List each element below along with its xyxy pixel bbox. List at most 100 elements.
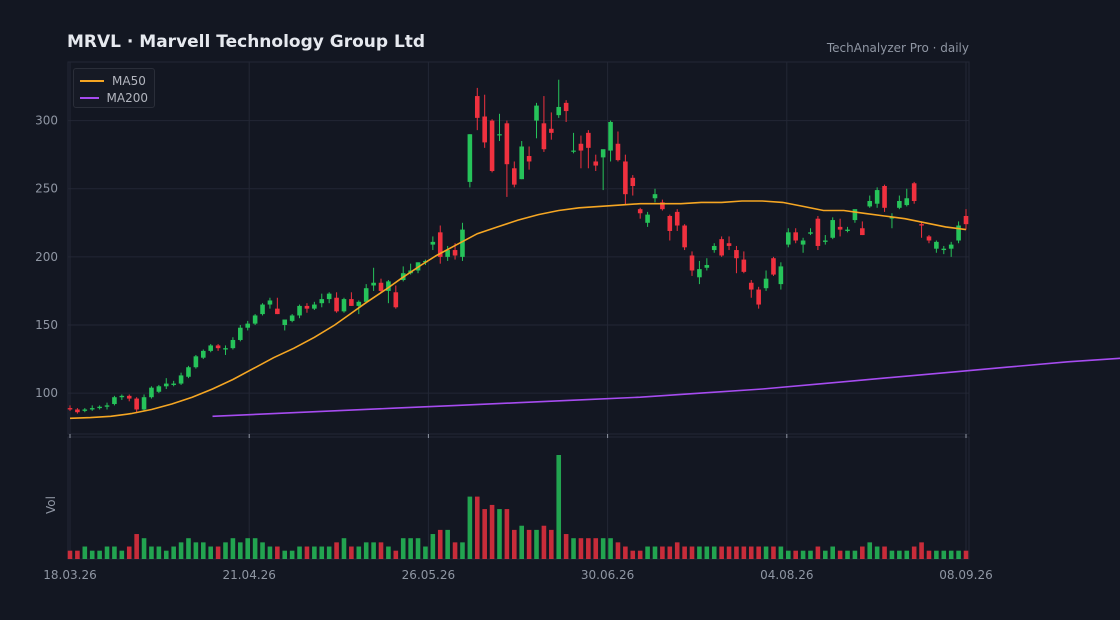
- ma50-swatch: [80, 79, 104, 82]
- candle-body: [941, 248, 947, 251]
- volume-bar: [608, 538, 613, 559]
- volume-bar: [630, 550, 636, 559]
- candle-body: [756, 289, 761, 305]
- volume-bar: [126, 546, 132, 559]
- candle-body: [363, 288, 369, 302]
- volume-bar: [904, 550, 910, 559]
- volume-bar: [556, 455, 562, 559]
- volume-bar: [689, 546, 695, 559]
- candle-body: [386, 281, 391, 291]
- candle-body: [97, 406, 102, 409]
- candle-body: [149, 387, 154, 398]
- volume-bar: [334, 542, 339, 559]
- volume-bar: [200, 542, 206, 559]
- volume-bar: [741, 546, 747, 559]
- grid-lines: [68, 62, 969, 559]
- volume-bar: [275, 546, 280, 559]
- candle-body: [437, 232, 443, 257]
- volume-bar: [845, 550, 850, 559]
- volume-bar: [719, 546, 724, 559]
- chart-legend: MA50 MA200: [73, 68, 155, 108]
- volume-bar: [882, 546, 887, 559]
- candle-body: [963, 215, 969, 225]
- legend-item-ma50: MA50: [80, 72, 148, 89]
- volume-bar: [711, 546, 717, 559]
- volume-bar: [430, 534, 436, 559]
- candle-body: [230, 339, 236, 349]
- y-tick-label: 100: [35, 386, 58, 400]
- candle-body: [926, 236, 932, 241]
- candle-body: [349, 299, 354, 306]
- volume-bar: [897, 550, 902, 559]
- legend-label-ma50: MA50: [112, 73, 146, 88]
- volume-bar: [889, 550, 895, 559]
- volume-bars: [67, 455, 969, 559]
- candle-body: [563, 102, 569, 112]
- candle-body: [312, 304, 317, 309]
- candle-body: [104, 405, 110, 407]
- candle-body: [689, 255, 695, 271]
- volume-bar: [474, 496, 480, 559]
- candle-body: [541, 123, 547, 150]
- candle-body: [474, 96, 480, 118]
- volume-bar: [541, 525, 547, 559]
- candle-body: [393, 292, 399, 308]
- candle-body: [919, 224, 924, 226]
- candle-body: [178, 375, 184, 384]
- candle-body: [334, 297, 339, 312]
- volume-bar: [245, 538, 251, 559]
- candle-body: [163, 383, 169, 387]
- volume-bar: [319, 546, 325, 559]
- volume-bar: [223, 542, 228, 559]
- candle-body: [215, 345, 221, 349]
- candle-body: [934, 241, 939, 249]
- candle-body: [726, 243, 732, 246]
- volume-axis-label: Vol: [43, 496, 58, 514]
- volume-bar: [667, 546, 673, 559]
- volume-bar: [97, 550, 102, 559]
- volume-bar: [89, 550, 95, 559]
- chart-subtitle: TechAnalyzer Pro · daily: [826, 41, 969, 55]
- candle-body: [193, 356, 199, 368]
- volume-bar: [452, 542, 458, 559]
- x-tick-label: 08.09.26: [939, 568, 992, 582]
- candle-body: [460, 229, 465, 257]
- volume-bar: [615, 542, 621, 559]
- candle-body: [785, 232, 791, 245]
- candle-body: [852, 209, 858, 221]
- candle-body: [748, 282, 754, 290]
- volume-bar: [526, 529, 532, 559]
- candle-body: [319, 299, 325, 304]
- volume-bar: [363, 542, 369, 559]
- volume-bar: [593, 538, 599, 559]
- volume-bar: [82, 546, 88, 559]
- candle-body: [719, 239, 724, 256]
- y-tick-label: 250: [35, 182, 58, 196]
- moving-average-lines: [69, 200, 1120, 420]
- candle-body: [600, 149, 606, 158]
- volume-bar: [378, 542, 384, 559]
- volume-bar: [830, 546, 836, 559]
- volume-bar: [571, 538, 576, 559]
- volume-bar: [748, 546, 754, 559]
- volume-bar: [586, 538, 591, 559]
- candle-body: [882, 186, 887, 208]
- candle-body: [630, 177, 636, 186]
- candle-body: [267, 300, 273, 305]
- candle-body: [489, 120, 495, 172]
- volume-bar: [549, 529, 554, 559]
- x-tick-label: 21.04.26: [222, 568, 275, 582]
- volume-bar: [178, 542, 184, 559]
- candle-body: [860, 228, 865, 236]
- volume-bar: [326, 546, 332, 559]
- candle-body: [667, 215, 673, 231]
- volume-bar: [734, 546, 739, 559]
- candle-body: [793, 232, 798, 241]
- volume-bar: [341, 538, 347, 559]
- candle-body: [341, 299, 347, 312]
- candle-body: [260, 304, 265, 315]
- candle-body: [289, 315, 295, 321]
- candle-body: [356, 301, 362, 306]
- volume-bar: [563, 534, 569, 559]
- volume-bar: [497, 509, 502, 559]
